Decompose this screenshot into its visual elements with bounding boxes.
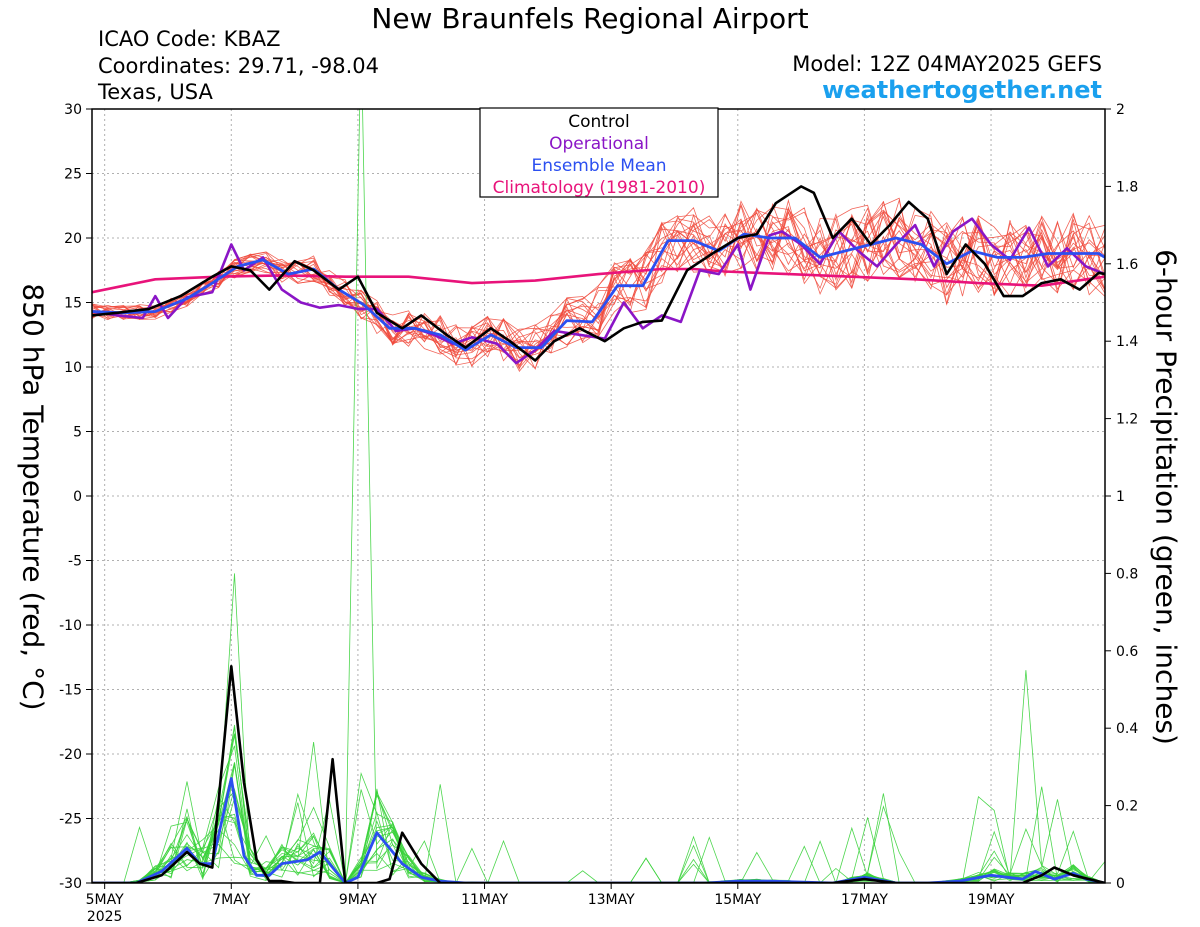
model-run: Model: 12Z 04MAY2025 GEFS	[792, 52, 1102, 76]
y-right-tick-label: 0.6	[1116, 644, 1138, 660]
y-right-tick-label: 1.2	[1116, 412, 1138, 428]
region: Texas, USA	[98, 80, 213, 104]
y-tick-label: 20	[64, 231, 82, 247]
ensemble-member-precip-line	[92, 573, 1105, 883]
x-year-label: 2025	[87, 909, 123, 925]
x-tick-label: 5MAY	[86, 892, 124, 908]
chart-title: New Braunfels Regional Airport	[371, 2, 809, 35]
ensemble-member-temp-line	[92, 215, 1105, 368]
x-tick-label: 11MAY	[461, 892, 508, 908]
grid	[92, 109, 1105, 883]
y-right-tick-label: 1.4	[1116, 334, 1138, 350]
control-precip-line	[92, 664, 1105, 883]
y-tick-label: 10	[64, 360, 82, 376]
control-line	[92, 185, 1105, 362]
y-right-tick-label: 0.2	[1116, 799, 1138, 815]
legend-entry-ensemble-mean: Ensemble Mean	[531, 156, 666, 176]
y-tick-label: 30	[64, 102, 82, 118]
brand-link[interactable]: weathertogether.net	[822, 76, 1102, 104]
y-tick-label: 5	[73, 425, 82, 441]
ensemble-member-precip-line	[92, 745, 1105, 883]
y-right-tick-label: 1.8	[1116, 179, 1138, 195]
ensemble-member-temp-line	[92, 203, 1105, 348]
y-right-tick-label: 1.6	[1116, 257, 1138, 273]
y-tick-label: 15	[64, 296, 82, 312]
ensemble-member-precip-line	[92, 784, 1105, 883]
ensemble-member-temp-line	[92, 197, 1105, 369]
y-right-tick-label: 0.8	[1116, 566, 1138, 582]
climatology-line	[92, 267, 1105, 294]
icao-code: ICAO Code: KBAZ	[98, 27, 281, 51]
legend-entry-control: Control	[568, 112, 629, 132]
ensemble-member-temp-line	[92, 200, 1105, 366]
y-tick-label: -20	[59, 747, 82, 763]
x-tick-label: 9MAY	[339, 892, 377, 908]
x-tick-label: 13MAY	[588, 892, 635, 908]
ensemble-member-precip-line	[92, 802, 1105, 883]
axes: 302520151050-5-10-15-20-25-3021.81.61.41…	[59, 102, 1138, 925]
ensemble-member-temp-line	[92, 200, 1105, 359]
x-tick-label: 15MAY	[714, 892, 761, 908]
y-tick-label: -15	[59, 683, 82, 699]
y-tick-label: -30	[59, 876, 82, 892]
legend-entry-climatology: Climatology (1981-2010)	[493, 178, 706, 198]
legend-entry-operational: Operational	[549, 134, 649, 154]
y-tick-label: -5	[68, 554, 82, 570]
y-right-tick-label: 0.4	[1116, 721, 1138, 737]
y-right-tick-label: 0	[1116, 876, 1125, 892]
y-tick-label: -10	[59, 618, 82, 634]
y-tick-label: 25	[64, 167, 82, 183]
ensemble-member-temp-line	[92, 208, 1105, 362]
y-right-tick-label: 2	[1116, 102, 1125, 118]
coordinates: Coordinates: 29.71, -98.04	[98, 54, 379, 78]
ensemble-mean-precip-line	[92, 777, 1105, 883]
y-right-tick-label: 1	[1116, 489, 1125, 505]
x-tick-label: 19MAY	[968, 892, 1015, 908]
y-tick-label: -25	[59, 812, 82, 828]
ensemble-member-temp-line	[92, 212, 1105, 373]
y-tick-label: 0	[73, 489, 82, 505]
legend-box	[479, 107, 719, 198]
x-tick-label: 7MAY	[212, 892, 250, 908]
x-tick-label: 17MAY	[841, 892, 888, 908]
